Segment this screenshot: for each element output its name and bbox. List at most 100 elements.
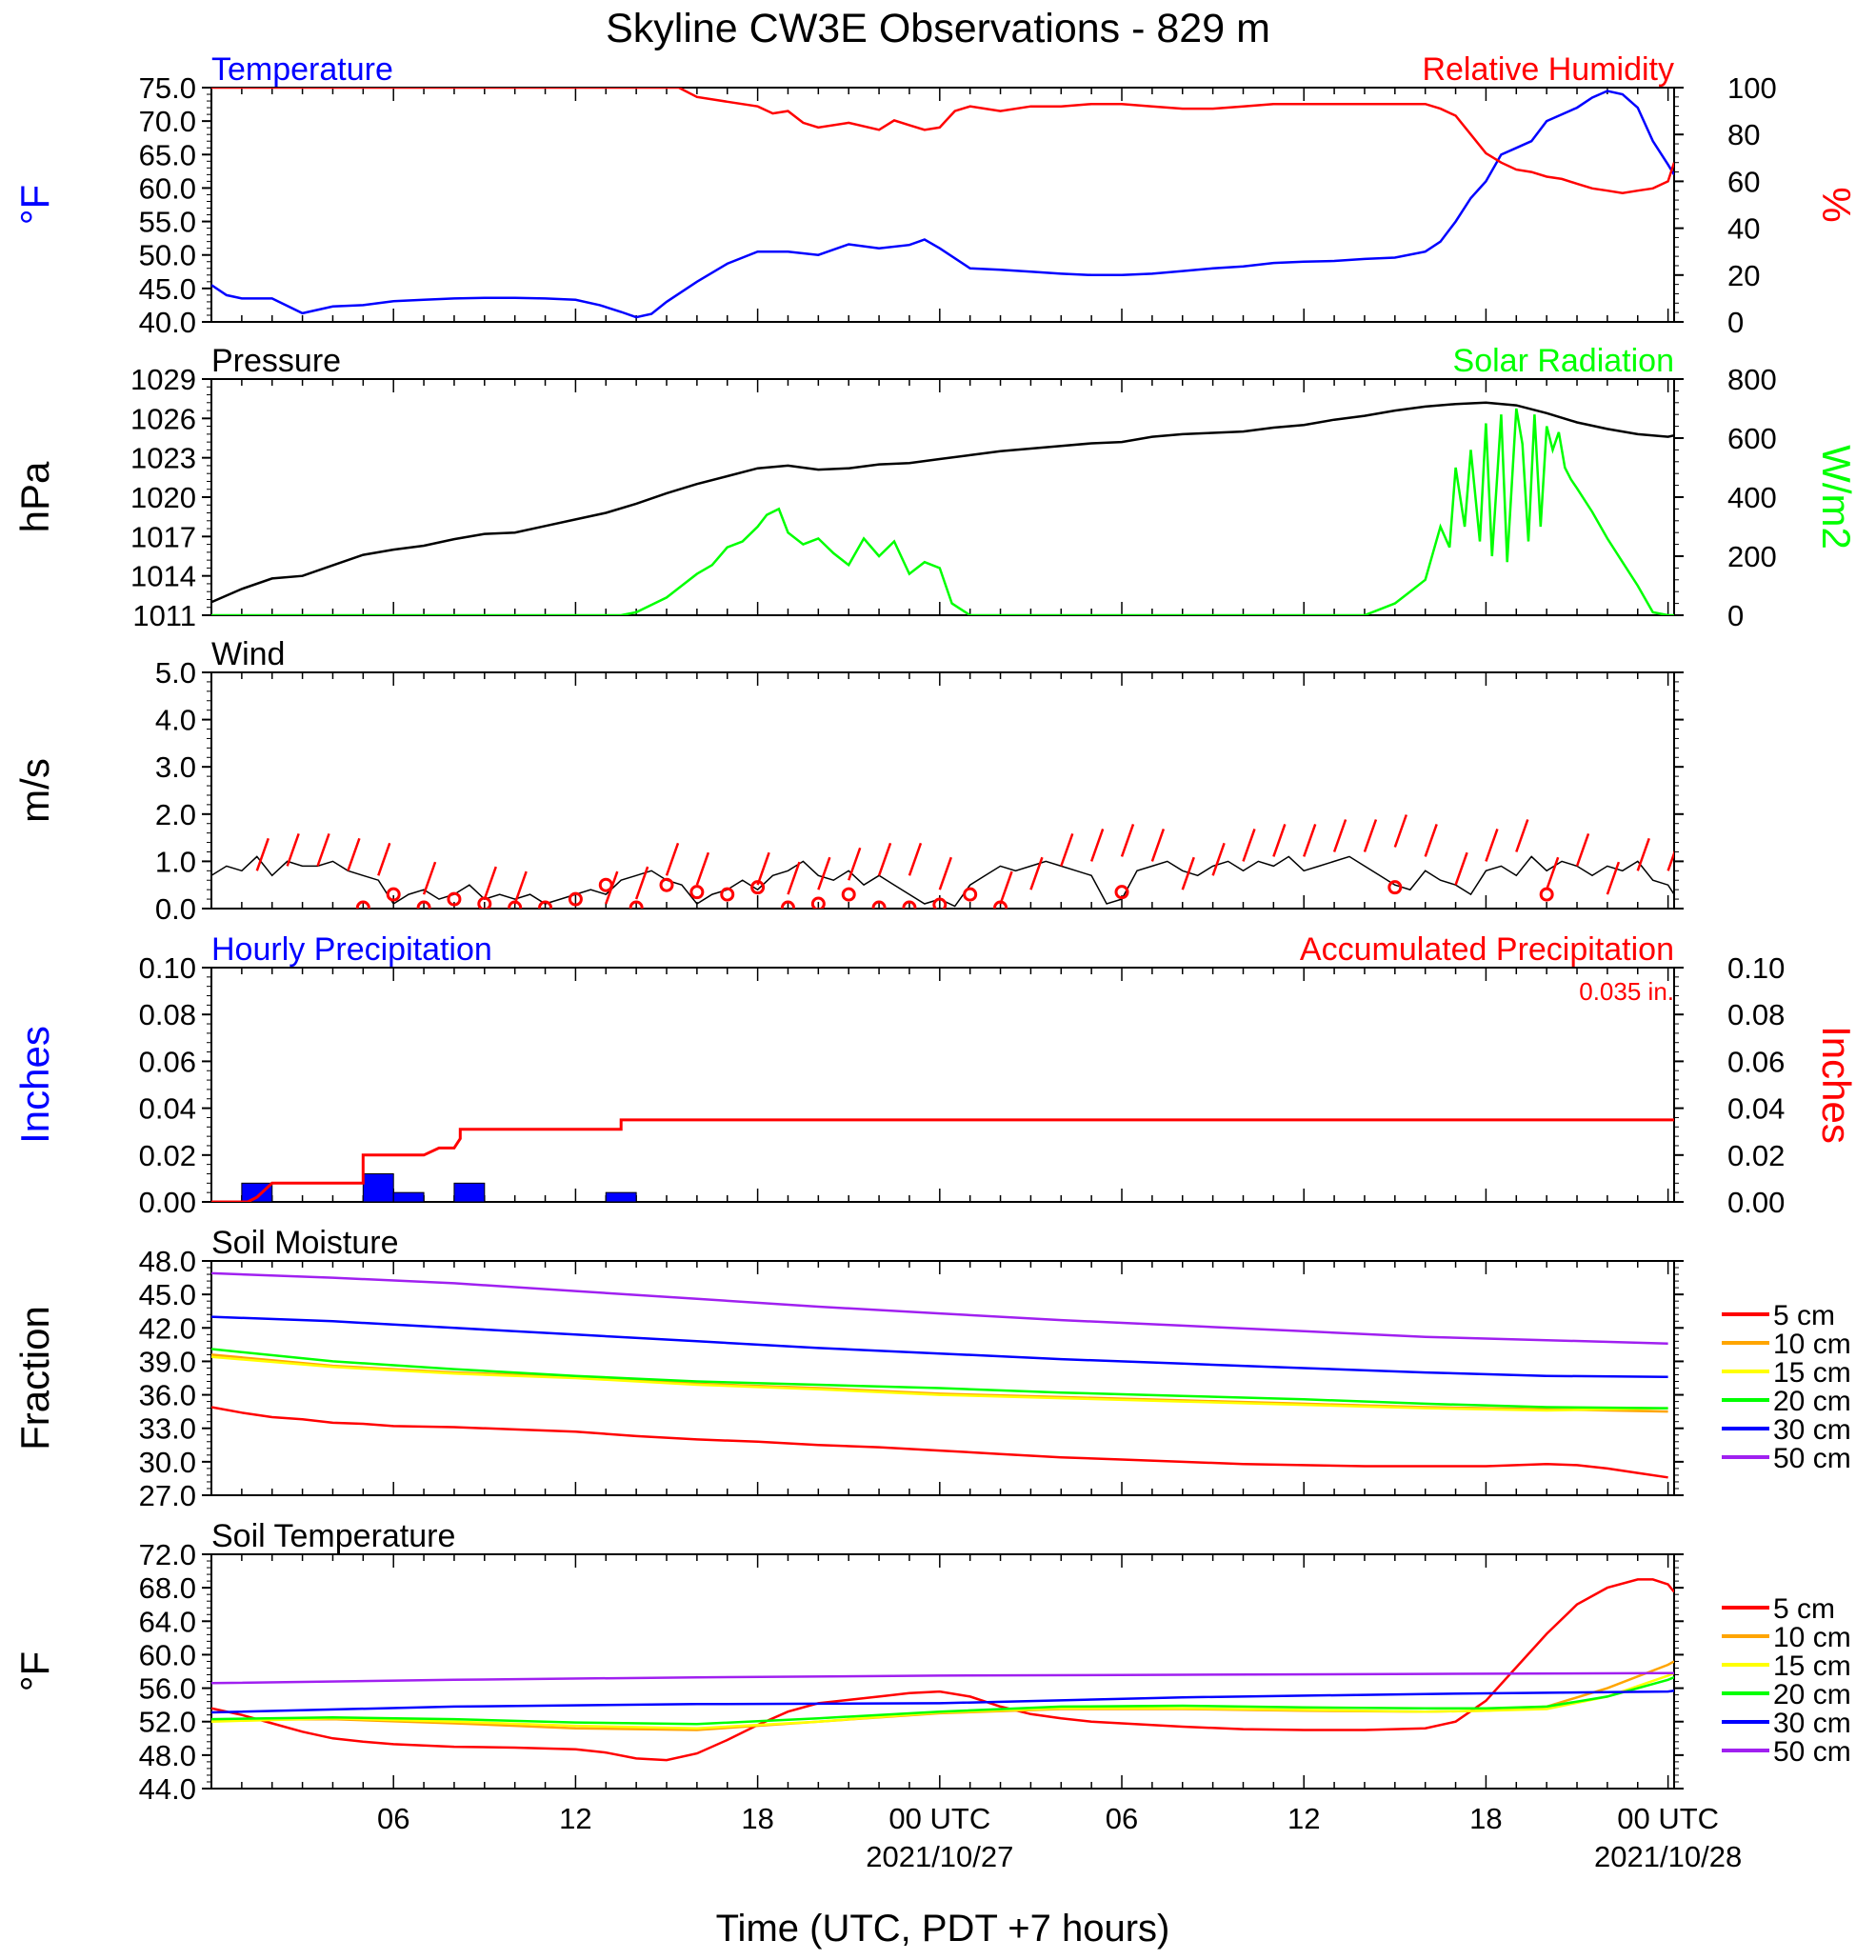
y-tick-label-left: 42.0 [139, 1311, 196, 1345]
y-tick-label-left: 48.0 [139, 1739, 196, 1772]
calm-wind-marker [598, 877, 613, 892]
wind-barb [1303, 824, 1317, 857]
panel-data [211, 401, 1674, 615]
calm-wind-marker [508, 900, 523, 909]
calm-wind-marker [538, 900, 553, 909]
precip-bar [453, 1182, 486, 1202]
y-axis-label-left: Inches [12, 1026, 57, 1144]
panel-title-right: Relative Humidity [1422, 51, 1674, 88]
y-tick-label-left: 70.0 [139, 105, 196, 138]
y-tick-label-left: 1011 [132, 599, 196, 632]
y-tick-label-right: 40 [1727, 212, 1760, 246]
y-tick-label-right: 200 [1727, 540, 1777, 573]
wind-barb [255, 837, 269, 871]
x-tick-label: 06 [377, 1802, 409, 1835]
wind-barb [1120, 824, 1135, 857]
x-tick-label: 12 [559, 1802, 591, 1835]
series-pressure [211, 401, 1674, 604]
wind-barb [1029, 856, 1044, 890]
x-tick-label: 18 [741, 1802, 773, 1835]
y-tick-label-left: 2.0 [155, 798, 196, 831]
series-solar-radiation [211, 408, 1674, 615]
panel-title-left: Temperature [211, 51, 393, 88]
panel-soil_temperature: Soil Temperature 72.068.064.060.056.052.0… [12, 1518, 1851, 1806]
series-30-cm [211, 1315, 1668, 1379]
y-tick-label-left: 65.0 [139, 138, 196, 171]
panel-title-left: Pressure [211, 343, 341, 379]
y-tick-label-left: 0.04 [139, 1092, 196, 1126]
wind-barb [1242, 828, 1256, 862]
y-tick-label-right: 60 [1727, 165, 1760, 198]
y-tick-label-left: 5.0 [155, 656, 196, 690]
x-axis-label: Time (UTC, PDT +7 hours) [716, 1908, 1170, 1950]
panel-title-right: Solar Radiation [1453, 343, 1674, 379]
wind-barb [1575, 832, 1590, 867]
panel-temperature_humidity: Temperature Relative Humidity 75.070.065.0… [12, 51, 1859, 339]
y-tick-label-left: 45.0 [139, 272, 196, 306]
wind-barb [1424, 824, 1438, 857]
panels: Temperature Relative Humidity 75.070.065.0… [12, 51, 1859, 1806]
y-tick-label-left: 0.02 [139, 1139, 196, 1172]
panel-pressure_solar: Pressure Solar Radiation 1029 1026 1023 1020 1… [12, 343, 1859, 632]
panel-wind: Wind 5.0 4.0 3.0 2.0 1.0 0.0 m/s [12, 636, 1684, 926]
series-temperature [211, 90, 1674, 319]
y-tick-label-left: 52.0 [139, 1706, 196, 1739]
wind-barb [286, 832, 300, 867]
y-tick-label-left: 48.0 [139, 1245, 196, 1278]
y-tick-label-right: 0.00 [1727, 1186, 1785, 1219]
wind-barb [817, 856, 831, 890]
y-tick-label-left: 56.0 [139, 1672, 196, 1706]
y-tick-label-right: 80 [1727, 118, 1760, 151]
series-5-cm [211, 1578, 1674, 1762]
x-tick-label: 00 UTC [888, 1802, 990, 1835]
y-tick-label-left: 60.0 [139, 171, 196, 205]
calm-wind-marker [1387, 880, 1403, 895]
y-tick-label-left: 55.0 [139, 206, 196, 239]
x-tick-label: 18 [1469, 1802, 1502, 1835]
calm-wind-marker [689, 885, 705, 900]
wind-barb [877, 842, 892, 876]
panel-title-left: Hourly Precipitation [211, 931, 492, 968]
y-tick-label-right: 0.08 [1727, 998, 1785, 1031]
y-tick-label-left: 50.0 [139, 239, 196, 272]
precip-bar [392, 1191, 425, 1202]
calm-wind-marker [447, 891, 462, 907]
legend-label: 10 cm [1773, 1329, 1851, 1360]
wind-barb [1606, 861, 1621, 895]
x-tick-label: 06 [1106, 1802, 1138, 1835]
y-tick-label-right: 0.02 [1727, 1139, 1785, 1172]
wind-barb [1454, 851, 1468, 886]
precip-total-label: 0.035 in. [1579, 977, 1674, 1006]
wind-barb [1181, 856, 1195, 890]
panel-title-left: Wind [211, 636, 285, 672]
panel-data [211, 1578, 1674, 1762]
y-tick-label-left: 30.0 [139, 1446, 196, 1479]
calm-wind-marker [386, 887, 401, 902]
calm-wind-marker [993, 900, 1008, 909]
wind-barb [377, 842, 391, 876]
y-tick-label-left: 0.06 [139, 1045, 196, 1078]
y-axis-label-right: Inches [1814, 1026, 1859, 1144]
panel-frame [210, 87, 1675, 323]
panel-data [211, 1271, 1668, 1479]
y-tick-label-left: 45.0 [139, 1278, 196, 1311]
wind-barb [1636, 837, 1650, 871]
calm-wind-marker [871, 900, 887, 909]
y-tick-label-right: 0.10 [1727, 951, 1785, 985]
panel-frame [210, 1260, 1675, 1496]
y-tick-label-left: 1029 [130, 363, 196, 396]
y-tick-label-right: 0 [1727, 306, 1744, 339]
wind-barb [1150, 828, 1166, 862]
y-axis-label-left: °F [12, 185, 57, 225]
calm-wind-marker [1114, 885, 1129, 900]
legend-label: 30 cm [1773, 1414, 1851, 1446]
panel-title-left: Soil Temperature [211, 1518, 455, 1554]
wind-barb [787, 861, 801, 895]
panel-data [211, 814, 1674, 909]
y-tick-label-left: 75.0 [139, 71, 196, 105]
series-15-cm [211, 1355, 1668, 1412]
y-tick-label-left: 64.0 [139, 1605, 196, 1638]
y-tick-label-left: 3.0 [155, 750, 196, 784]
wind-barb [1485, 828, 1499, 862]
